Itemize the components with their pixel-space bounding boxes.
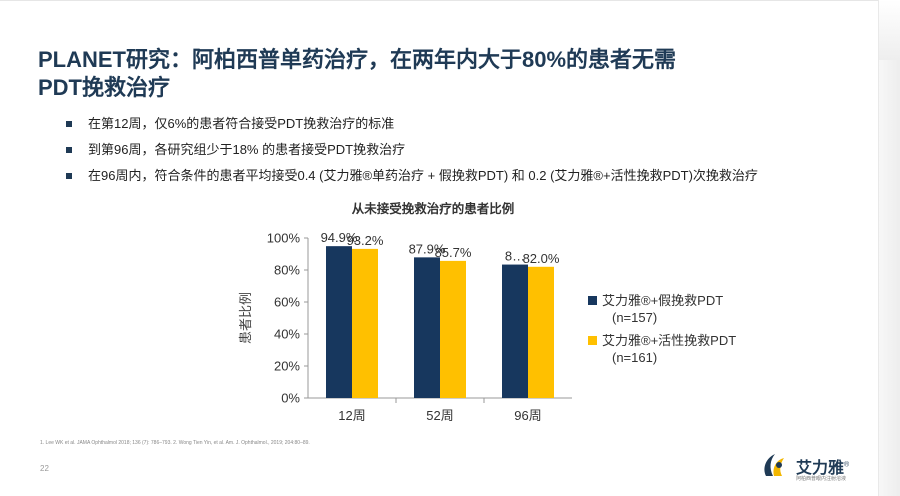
bullet-item: 到第96周，各研究组少于18% 的患者接受PDT挽救治疗: [62, 142, 832, 158]
bullet-text: 在第12周，仅6%的患者符合接受PDT挽救治疗的标准: [88, 116, 395, 131]
y-tick-label: 60%: [274, 295, 300, 310]
y-tick-label: 100%: [267, 231, 301, 246]
scrollbar-shade: [879, 0, 900, 60]
x-tick-label: 52周: [426, 408, 453, 423]
bullet-item: 在96周内，符合条件的患者平均接受0.4 (艾力雅®单药治疗 + 假挽救PDT)…: [62, 168, 832, 184]
bullet-text: 在96周内，符合条件的患者平均接受0.4 (艾力雅®单药治疗 + 假挽救PDT)…: [88, 168, 758, 183]
legend-label: 艾力雅®+活性挽救PDT: [602, 333, 737, 348]
bullet-list: 在第12周，仅6%的患者符合接受PDT挽救治疗的标准 到第96周，各研究组少于1…: [62, 116, 832, 184]
logo-name: 艾力雅: [796, 460, 845, 477]
bar: [326, 246, 352, 398]
slide-scrollbar[interactable]: [878, 0, 900, 496]
bullet-square-icon: [66, 173, 72, 179]
eye-logo-icon: [764, 454, 784, 476]
logo-reg: ®: [844, 461, 850, 469]
legend-swatch: [588, 296, 597, 305]
bars-layer: [326, 246, 554, 398]
bar-data-label: 82.0%: [523, 251, 560, 266]
logo-tagline: 阿柏西普眼内注射溶液: [796, 476, 847, 482]
bar: [440, 260, 466, 398]
title-line-2: PDT挽救治疗: [38, 75, 171, 100]
y-tick-label: 20%: [274, 359, 300, 374]
legend-n: (n=161): [612, 350, 658, 365]
bullet-square-icon: [66, 147, 72, 153]
footnote: 1. Lee WK et al. JAMA Ophthalmol 2018; 1…: [40, 440, 310, 446]
data-labels-layer: 94.9%93.2% 87.9%85.7% 8…82.0%: [321, 230, 560, 266]
slide-title: PLANET研究：阿柏西普单药治疗，在两年内大于80%的患者无需 PDT挽救治疗: [38, 46, 838, 102]
logo-wordmark: 艾力雅®: [796, 454, 849, 478]
bar-data-label: 94.9%: [321, 230, 358, 245]
y-tick-label: 40%: [274, 327, 300, 342]
bar-data-label: 85.7%: [435, 245, 472, 260]
top-rule: [0, 0, 900, 1]
bar-data-label: 87.9%: [409, 241, 446, 256]
legend-label: 艾力雅®+假挽救PDT: [602, 293, 724, 308]
y-tick-label: 0%: [281, 391, 300, 406]
bullet-item: 在第12周，仅6%的患者符合接受PDT挽救治疗的标准: [62, 116, 832, 132]
bar-data-label: 8…: [505, 249, 525, 264]
bar: [352, 248, 378, 398]
x-tick-label: 12周: [338, 408, 365, 423]
x-tick-label: 96周: [514, 408, 541, 423]
title-line-1: PLANET研究：阿柏西普单药治疗，在两年内大于80%的患者无需: [38, 47, 677, 72]
legend-item-active-pdt: 艾力雅®+活性挽救PDT (n=161): [588, 332, 736, 366]
bullet-square-icon: [66, 121, 72, 127]
bar: [414, 257, 440, 398]
y-axis-label: 患者比例: [238, 292, 253, 344]
chart-title: 从未接受挽救治疗的患者比例: [352, 201, 515, 216]
legend-item-sham-pdt: 艾力雅®+假挽救PDT (n=157): [588, 292, 736, 326]
bar-data-label: 93.2%: [347, 233, 384, 248]
page-number: 22: [40, 464, 49, 473]
legend-swatch: [588, 336, 597, 345]
y-tick-label: 80%: [274, 263, 300, 278]
legend-n: (n=157): [612, 310, 658, 325]
bar: [502, 264, 528, 398]
brand-logo: 艾力雅® 阿柏西普眼内注射溶液: [760, 448, 870, 488]
chart-legend: 艾力雅®+假挽救PDT (n=157) 艾力雅®+活性挽救PDT (n=161): [588, 292, 736, 366]
bullet-text: 到第96周，各研究组少于18% 的患者接受PDT挽救治疗: [88, 142, 406, 157]
bar: [528, 266, 554, 398]
